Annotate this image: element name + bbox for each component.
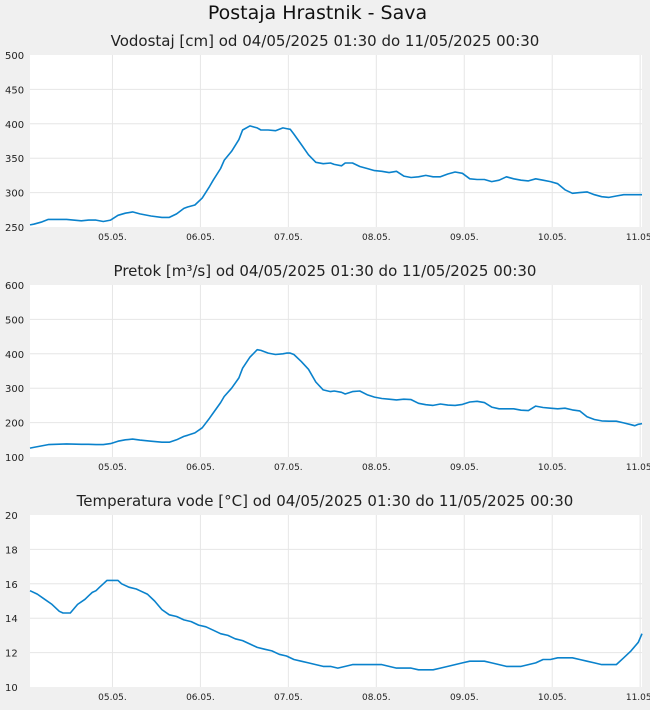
chart-title-1: Vodostaj [cm] od 04/05/2025 01:30 do 11/… <box>111 32 540 50</box>
y-tick-label: 400 <box>5 120 24 131</box>
x-tick-label: 08.05. <box>362 693 391 703</box>
y-tick-label: 300 <box>5 189 24 200</box>
y-tick-label: 600 <box>5 281 24 292</box>
x-tick-label: 09.05. <box>450 463 479 473</box>
y-tick-label: 14 <box>5 614 18 625</box>
x-tick-label: 07.05. <box>274 463 303 473</box>
plot-area-2 <box>30 285 642 457</box>
y-tick-label: 450 <box>5 85 24 96</box>
y-tick-label: 18 <box>5 545 18 556</box>
x-tick-label: 11.05. <box>626 693 650 703</box>
x-tick-label: 08.05. <box>362 233 391 243</box>
x-tick-label: 06.05. <box>186 233 215 243</box>
x-tick-label: 07.05. <box>274 693 303 703</box>
x-tick-label: 05.05. <box>98 693 127 703</box>
x-tick-label: 09.05. <box>450 233 479 243</box>
y-tick-label: 500 <box>5 51 24 62</box>
y-tick-label: 500 <box>5 315 24 326</box>
y-tick-label: 10 <box>5 683 18 694</box>
series-line-2 <box>29 348 643 449</box>
chart-title-3: Temperatura vode [°C] od 04/05/2025 01:3… <box>76 492 574 510</box>
x-tick-label: 08.05. <box>362 463 391 473</box>
page-title: Postaja Hrastnik - Sava <box>207 2 428 24</box>
x-tick-label: 10.05. <box>538 693 567 703</box>
x-tick-label: 05.05. <box>98 233 127 243</box>
chart-title-2: Pretok [m³/s] od 04/05/2025 01:30 do 11/… <box>114 262 537 280</box>
plot-area-1 <box>30 55 642 227</box>
x-tick-label: 11.05. <box>626 233 650 243</box>
y-tick-label: 12 <box>5 649 18 660</box>
x-tick-label: 10.05. <box>538 233 567 243</box>
x-tick-label: 05.05. <box>98 463 127 473</box>
plot-area-3 <box>30 515 642 687</box>
y-tick-label: 250 <box>5 223 24 234</box>
y-tick-label: 200 <box>5 419 24 430</box>
y-tick-label: 20 <box>5 511 18 522</box>
x-tick-label: 11.05. <box>626 463 650 473</box>
x-tick-label: 07.05. <box>274 233 303 243</box>
x-tick-label: 09.05. <box>450 693 479 703</box>
y-tick-label: 400 <box>5 350 24 361</box>
x-tick-label: 06.05. <box>186 693 215 703</box>
y-tick-label: 300 <box>5 384 24 395</box>
y-tick-label: 350 <box>5 154 24 165</box>
series-line-1 <box>29 125 642 226</box>
x-tick-label: 10.05. <box>538 463 567 473</box>
series-line-3 <box>29 579 643 671</box>
y-tick-label: 16 <box>5 580 18 591</box>
y-tick-label: 100 <box>5 453 24 464</box>
x-tick-label: 06.05. <box>186 463 215 473</box>
